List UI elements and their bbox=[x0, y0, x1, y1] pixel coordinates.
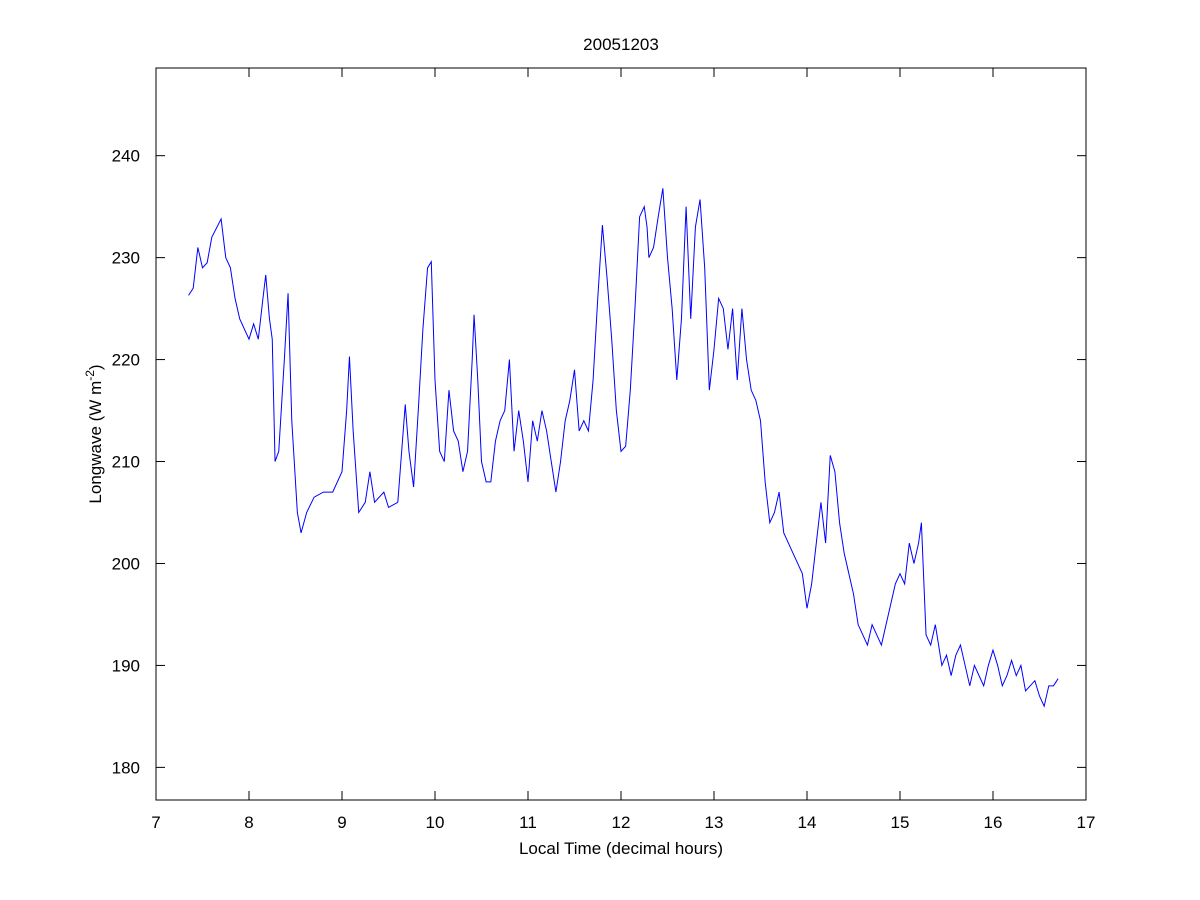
y-tick-label: 200 bbox=[112, 554, 140, 573]
x-tick-label: 7 bbox=[151, 813, 160, 832]
x-tick-label: 11 bbox=[519, 813, 537, 832]
chart-title: 20051203 bbox=[583, 35, 659, 54]
y-axis-label: Longwave (W m-2) bbox=[83, 364, 105, 503]
x-axis-label: Local Time (decimal hours) bbox=[519, 839, 723, 858]
x-tick-label: 12 bbox=[612, 813, 631, 832]
x-tick-label: 9 bbox=[337, 813, 346, 832]
x-tick-label: 8 bbox=[244, 813, 253, 832]
y-tick-label: 190 bbox=[112, 656, 140, 675]
x-tick-label: 13 bbox=[705, 813, 724, 832]
y-tick-label: 230 bbox=[112, 249, 140, 268]
y-tick-label: 180 bbox=[112, 758, 140, 777]
y-tick-label: 240 bbox=[112, 147, 140, 166]
x-tick-label: 14 bbox=[798, 813, 817, 832]
x-tick-label: 17 bbox=[1077, 813, 1096, 832]
y-tick-label: 210 bbox=[112, 453, 140, 472]
y-axis-label-end: ) bbox=[86, 364, 105, 370]
x-tick-label: 16 bbox=[984, 813, 1003, 832]
y-axis-label-text: Longwave (W m bbox=[86, 381, 105, 504]
y-axis-label-sup: -2 bbox=[83, 370, 97, 381]
y-tick-label: 220 bbox=[112, 351, 140, 370]
data-line bbox=[188, 188, 1059, 708]
x-tick-label: 10 bbox=[426, 813, 445, 832]
x-tick-label: 15 bbox=[891, 813, 910, 832]
